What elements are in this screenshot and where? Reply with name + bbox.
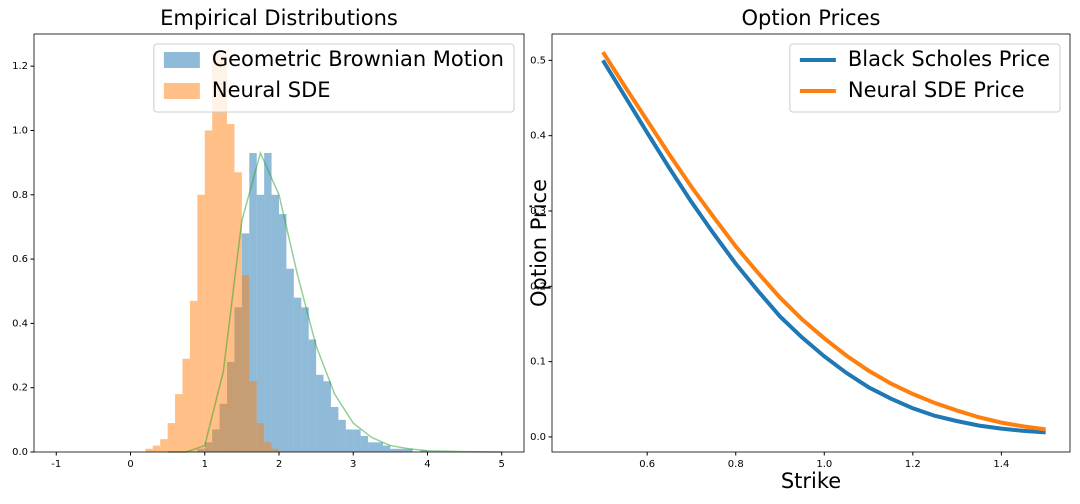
y-tick-label: 0.3 [530,206,546,217]
y-tick-label: 0.2 [12,383,28,394]
y-tick-label: 0.1 [530,357,546,368]
histogram-bar [420,450,428,452]
x-axis-label: Strike [781,469,841,493]
x-tick-label: 0 [127,459,133,470]
legend-swatch [163,83,200,99]
density-line [167,150,502,453]
histogram-bar [353,429,361,452]
legend-box [789,43,1061,113]
histogram-bar [382,445,391,452]
x-tick-label: 3 [350,459,356,470]
y-tick-label: 0.6 [12,254,28,265]
histogram-bar [145,448,153,452]
histogram-bar [375,442,383,452]
series-line [601,59,1046,435]
histogram-bar [264,152,272,452]
chart-title: Option Prices [742,6,881,30]
histogram-bar [204,130,213,452]
subplot: 0.6 0.8 1.0 1.2 1.4 0.0 0.1 0.2 0.3 0.4 0.5 Option … [527,6,1071,493]
x-tick-label: 0.8 [728,459,744,470]
legend-swatch [163,52,200,68]
histogram-bar [182,358,190,452]
legend-box [153,43,515,113]
histogram-bar [167,423,176,452]
x-tick-label: 4 [424,459,430,470]
histogram-bar [249,152,257,452]
y-tick-label: 1.2 [12,61,28,72]
x-tick-label: -1 [51,459,61,470]
chart-title: Empirical Distributions [160,6,398,30]
histogram-bar [219,53,228,453]
histogram-bar [308,339,317,452]
histogram-bar [316,374,324,452]
x-tick-label: 1.0 [816,459,832,470]
histogram-bar [286,268,294,452]
histogram-bar [271,194,279,452]
histogram-bar [279,214,287,452]
histogram-bar [330,406,339,452]
y-tick-label: 0.4 [530,131,546,142]
histogram-bar [368,442,376,452]
histogram-bar [405,448,413,452]
histogram-bar [197,194,205,452]
legend: Black Scholes Price Neural SDE Price [789,43,1061,113]
histogram-bar [234,172,242,452]
histogram-bar [264,442,272,452]
histogram-bar [152,445,161,452]
histogram-bar [390,448,398,452]
legend-label: Neural SDE Price [848,78,1025,102]
y-tick-label: 0.8 [12,190,28,201]
subplot: -1 0 1 2 3 4 5 0.0 0.2 0.4 0.6 0.8 1.0 1.2 Empirical D… [12,6,525,470]
x-tick-label: 0.6 [639,459,655,470]
histogram-bar [271,448,279,452]
histogram-bar [323,381,331,452]
series-line [601,50,1046,432]
legend-label: Black Scholes Price [848,47,1050,71]
x-tick-label: 2 [276,459,282,470]
legend-label: Geometric Brownian Motion [212,47,504,71]
y-tick-label: 1.0 [12,125,28,136]
histogram-bar [345,429,354,452]
histogram-bar [397,448,406,452]
y-axis-label: Option Price [527,179,551,307]
y-tick-label: 0.5 [530,55,546,66]
histogram-bar [256,423,265,452]
histogram-bar [360,435,369,452]
histogram-bar [241,275,250,452]
x-tick-label: 5 [499,459,505,470]
histogram-bar [249,381,257,452]
x-tick-label: 1.4 [993,459,1009,470]
histogram-bar [256,194,265,452]
histogram-bar [212,53,220,453]
y-tick-label: 0.0 [530,432,546,443]
axes-frame [551,33,1071,453]
y-tick-label: 0.4 [12,318,28,329]
y-tick-label: 0.0 [12,447,28,458]
legend-label: Neural SDE [212,78,331,102]
histogram-bar [227,124,235,453]
histogram-bar [338,419,346,452]
histogram-bar [175,394,183,452]
legend: Geometric Brownian Motion Neural SDE [153,43,515,113]
x-tick-label: 1 [202,459,208,470]
histogram-bar [160,439,168,452]
histogram-bar [189,300,198,452]
histogram-bar [301,307,309,452]
histogram-bar [293,297,302,452]
x-tick-label: 1.2 [905,459,921,470]
y-tick-label: 0.2 [530,281,546,292]
